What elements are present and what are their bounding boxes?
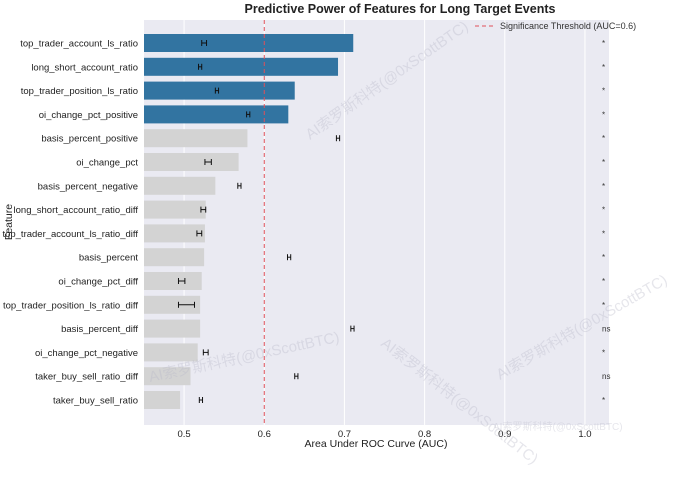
legend: Significance Threshold (AUC=0.6) xyxy=(475,21,636,31)
x-tick-labels: 0.5 0.6 0.7 0.8 0.9 1.0 xyxy=(177,429,591,440)
y-tick-label: long_short_account_ratio_diff xyxy=(14,205,139,216)
bar xyxy=(144,129,248,148)
bar xyxy=(144,367,191,386)
bar xyxy=(144,391,181,409)
significance-marker: * xyxy=(602,63,605,72)
y-tick-labels: top_trader_account_ls_ratio long_short_ac… xyxy=(2,39,138,407)
significance-marker: * xyxy=(602,39,605,48)
significance-marker: * xyxy=(602,158,605,167)
x-tick-label: 0.5 xyxy=(177,429,190,440)
bar xyxy=(144,200,206,219)
y-tick-label: basis_percent_negative xyxy=(38,181,138,192)
x-tick-label: 0.9 xyxy=(498,429,511,440)
significance-marker: ns xyxy=(602,372,610,381)
bar xyxy=(144,248,205,267)
significance-marker: * xyxy=(602,182,605,191)
bar xyxy=(144,272,202,290)
significance-marker: ns xyxy=(602,325,610,334)
watermark-5: AI索罗斯科特(@0xScottBTC) xyxy=(493,420,623,433)
y-tick-label: top_trader_account_ls_ratio xyxy=(20,39,138,50)
x-axis-label: Area Under ROC Curve (AUC) xyxy=(305,438,448,450)
y-tick-label: oi_change_pct_positive xyxy=(39,110,138,121)
y-tick-label: basis_percent xyxy=(79,253,139,264)
y-tick-label: top_trader_position_ls_ratio xyxy=(21,86,138,97)
y-tick-label: basis_percent_diff xyxy=(61,324,138,335)
bar xyxy=(144,295,201,314)
y-tick-label: taker_buy_sell_ratio_diff xyxy=(35,372,138,383)
significance-marker: * xyxy=(602,396,605,405)
y-tick-label: top_trader_position_ls_ratio_diff xyxy=(3,300,138,311)
chart-title: Predictive Power of Features for Long Ta… xyxy=(245,2,556,16)
y-tick-label: oi_change_pct xyxy=(76,158,138,169)
x-tick-label: 0.6 xyxy=(258,429,271,440)
bar xyxy=(144,153,239,171)
significance-markers: * * * * * * * * * * * * ns * ns * xyxy=(602,39,610,405)
significance-marker: * xyxy=(602,229,605,238)
bar xyxy=(144,319,201,338)
error-bars-group xyxy=(177,40,355,403)
significance-marker: * xyxy=(602,134,605,143)
significance-marker: * xyxy=(602,348,605,357)
y-axis-label: Feature xyxy=(3,204,15,240)
y-tick-label: oi_change_pct_negative xyxy=(35,348,138,359)
bar xyxy=(144,81,295,100)
bar xyxy=(144,176,216,195)
bars-group xyxy=(144,34,354,409)
significance-marker: * xyxy=(602,206,605,215)
significance-marker: * xyxy=(602,110,605,119)
significance-marker: * xyxy=(602,301,605,310)
significance-marker: * xyxy=(602,87,605,96)
x-tick-label: 0.8 xyxy=(418,429,431,440)
bar xyxy=(144,343,198,362)
x-tick-label: 0.7 xyxy=(338,429,351,440)
bar xyxy=(144,34,354,52)
y-tick-label: long_short_account_ratio xyxy=(31,62,138,73)
y-tick-label: basis_percent_positive xyxy=(41,134,138,145)
significance-marker: * xyxy=(602,277,605,286)
y-tick-label: top_trader_account_ls_ratio_diff xyxy=(2,229,138,240)
significance-marker: * xyxy=(602,253,605,262)
bar xyxy=(144,57,339,76)
y-tick-label: oi_change_pct_diff xyxy=(58,277,138,288)
legend-threshold-label: Significance Threshold (AUC=0.6) xyxy=(500,21,636,31)
x-tick-label: 1.0 xyxy=(578,429,591,440)
y-tick-label: taker_buy_sell_ratio xyxy=(53,396,138,407)
bar xyxy=(144,224,205,243)
bar xyxy=(144,105,289,124)
